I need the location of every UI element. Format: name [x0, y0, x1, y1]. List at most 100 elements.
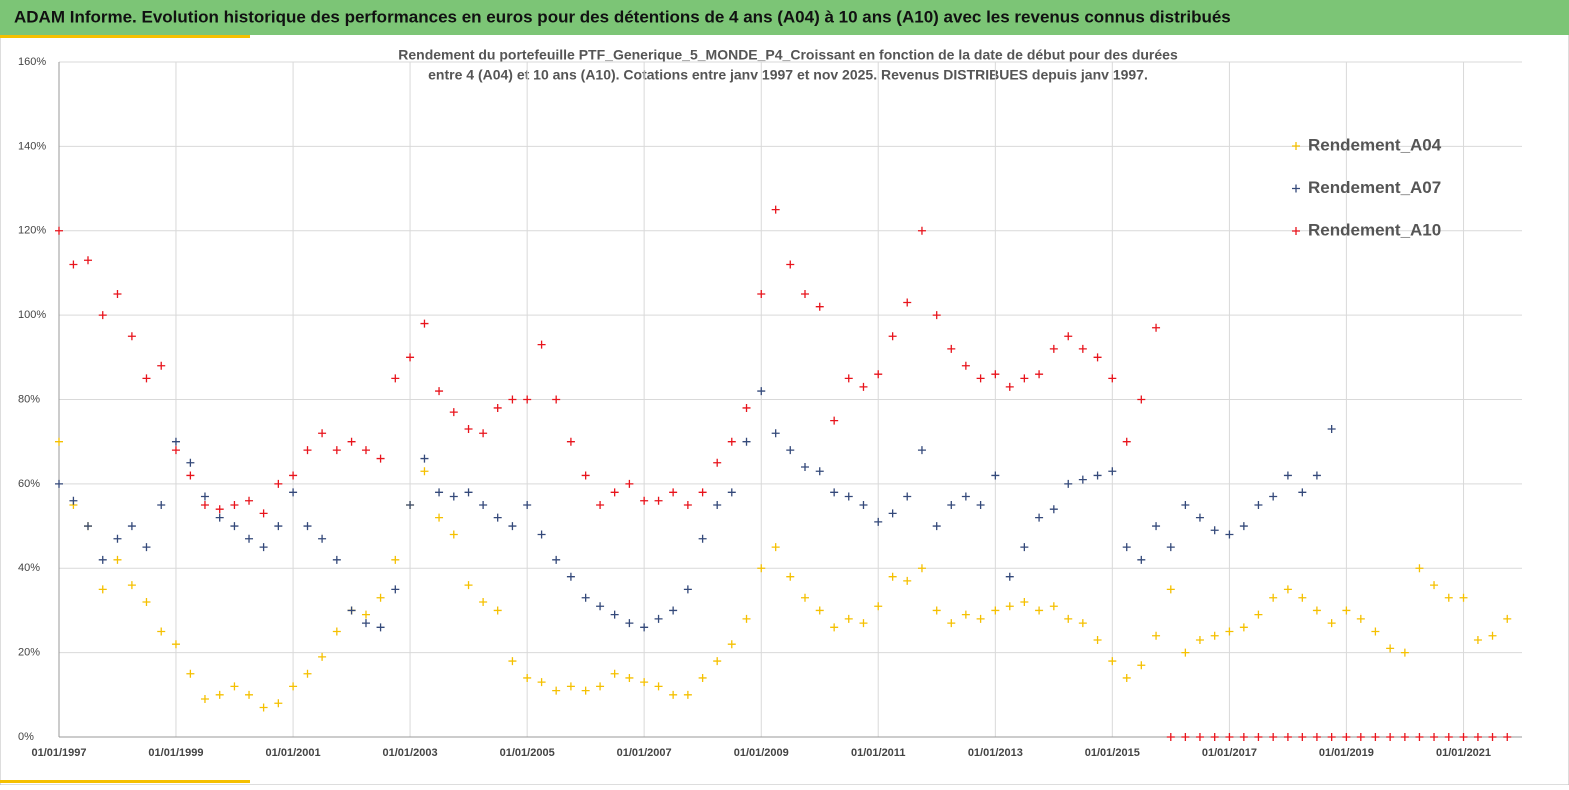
data-point: [318, 429, 327, 438]
data-point: [1269, 733, 1278, 741]
data-point: [1210, 526, 1219, 535]
data-point: [1122, 437, 1131, 446]
data-point: [874, 370, 883, 379]
data-point: [259, 509, 268, 518]
data-point: [888, 332, 897, 341]
data-point: [361, 610, 370, 619]
data-point: [55, 437, 63, 446]
data-point: [976, 500, 985, 509]
data-point: [215, 505, 224, 514]
data-point: [171, 437, 180, 446]
data-point: [961, 492, 970, 501]
data-point: [479, 500, 488, 509]
data-point: [157, 500, 166, 509]
data-point: [127, 581, 136, 590]
data-point: [1108, 467, 1117, 476]
data-point: [464, 581, 473, 590]
legend-label: Rendement_A04: [1308, 135, 1442, 154]
data-point: [376, 593, 385, 602]
data-point: [420, 467, 429, 476]
data-point: [1005, 382, 1014, 391]
data-point: [274, 522, 283, 531]
data-point: [1137, 555, 1146, 564]
x-tick-label: 01/01/2009: [734, 747, 789, 759]
data-point: [1239, 733, 1248, 741]
data-point: [1181, 648, 1190, 657]
data-point: [1195, 635, 1204, 644]
data-point: [142, 543, 151, 552]
data-point: [683, 500, 692, 509]
data-point: [683, 690, 692, 699]
x-tick-label: 01/01/2019: [1319, 747, 1374, 759]
data-point: [1020, 374, 1029, 383]
data-point: [1122, 543, 1131, 552]
data-point: [1386, 644, 1395, 653]
data-point: [113, 290, 122, 299]
data-point: [771, 543, 780, 552]
data-point: [523, 500, 532, 509]
data-point: [508, 522, 517, 531]
x-tick-label: 01/01/2021: [1436, 747, 1491, 759]
data-point: [552, 395, 561, 404]
data-point: [479, 429, 488, 438]
data-point: [1122, 673, 1131, 682]
data-point: [1166, 543, 1175, 552]
data-point: [376, 623, 385, 632]
data-point: [1400, 648, 1409, 657]
data-point: [537, 678, 546, 687]
data-point: [566, 572, 575, 581]
data-point: [917, 446, 926, 455]
data-point: [1181, 500, 1190, 509]
data-point: [1093, 635, 1102, 644]
data-point: [640, 623, 649, 632]
data-point: [581, 686, 590, 695]
data-point: [84, 256, 93, 265]
data-point: [1312, 471, 1321, 480]
data-point: [786, 260, 795, 269]
data-point: [215, 690, 224, 699]
data-point: [581, 593, 590, 602]
data-point: [186, 669, 195, 678]
data-point: [98, 555, 107, 564]
data-point: [1181, 733, 1190, 741]
x-tick-label: 01/01/1999: [148, 747, 203, 759]
data-point: [801, 463, 809, 471]
data-point: [1108, 374, 1117, 383]
data-point: [947, 619, 956, 628]
data-point: [171, 446, 180, 455]
data-point: [771, 205, 780, 214]
data-point: [493, 606, 502, 615]
data-point: [566, 437, 575, 446]
data-point: [888, 509, 897, 518]
data-point: [1210, 631, 1219, 640]
data-point: [1459, 593, 1468, 602]
data-point: [947, 500, 956, 509]
x-tick-label: 01/01/1997: [31, 747, 86, 759]
data-point: [127, 332, 136, 341]
data-point: [523, 395, 532, 404]
data-point: [245, 690, 254, 699]
data-point: [874, 602, 883, 611]
data-point: [1195, 733, 1204, 741]
data-point: [830, 488, 839, 497]
data-point: [69, 496, 78, 505]
data-point: [1342, 733, 1351, 741]
data-point: [376, 454, 385, 463]
data-point: [713, 657, 722, 666]
data-point: [1078, 344, 1087, 353]
data-point: [508, 395, 517, 404]
data-point: [435, 387, 444, 396]
data-point: [566, 682, 575, 691]
data-point: [449, 530, 458, 539]
data-point: [1093, 471, 1102, 480]
data-point: [1415, 733, 1424, 741]
data-point: [1386, 733, 1395, 741]
x-tick-label: 01/01/2015: [1085, 747, 1140, 759]
data-point: [1503, 733, 1512, 741]
data-point: [361, 619, 370, 628]
data-point: [552, 555, 561, 564]
data-point: [391, 374, 400, 383]
data-point: [610, 669, 619, 678]
data-point: [1020, 543, 1029, 552]
